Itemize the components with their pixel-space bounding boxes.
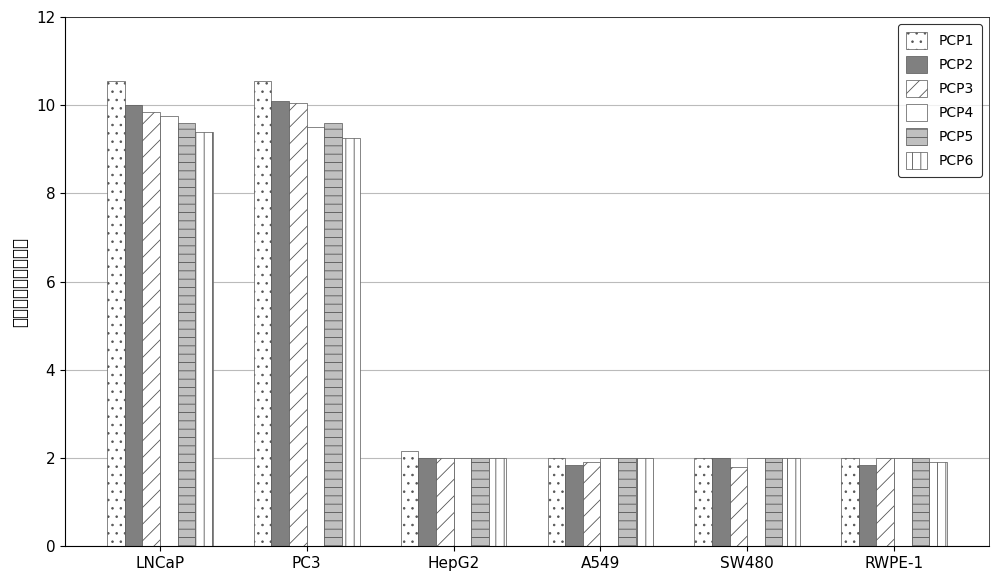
Bar: [929, 463, 947, 546]
Bar: [178, 123, 195, 546]
Bar: [600, 458, 618, 546]
Bar: [694, 458, 712, 546]
Bar: [583, 463, 600, 546]
Bar: [401, 452, 418, 546]
Bar: [142, 112, 160, 546]
Bar: [195, 132, 213, 546]
Bar: [489, 458, 506, 546]
Bar: [712, 458, 730, 546]
Bar: [307, 127, 324, 546]
Bar: [765, 458, 782, 546]
Bar: [894, 458, 912, 546]
Bar: [565, 464, 583, 546]
Bar: [841, 458, 859, 546]
Bar: [912, 458, 929, 546]
Bar: [324, 123, 342, 546]
Bar: [548, 458, 565, 546]
Bar: [471, 458, 489, 546]
Bar: [782, 458, 800, 546]
Bar: [859, 464, 876, 546]
Bar: [454, 458, 471, 546]
Bar: [876, 458, 894, 546]
Bar: [254, 81, 271, 546]
Bar: [618, 458, 636, 546]
Bar: [636, 458, 653, 546]
Bar: [289, 103, 307, 546]
Bar: [107, 81, 125, 546]
Bar: [160, 116, 178, 546]
Bar: [436, 458, 454, 546]
Bar: [747, 458, 765, 546]
Bar: [125, 105, 142, 546]
Legend: PCP1, PCP2, PCP3, PCP4, PCP5, PCP6: PCP1, PCP2, PCP3, PCP4, PCP5, PCP6: [898, 24, 982, 177]
Y-axis label: 嘎菌体相对结合能力: 嘎菌体相对结合能力: [11, 237, 29, 327]
Bar: [418, 458, 436, 546]
Bar: [342, 139, 360, 546]
Bar: [271, 101, 289, 546]
Bar: [730, 467, 747, 546]
